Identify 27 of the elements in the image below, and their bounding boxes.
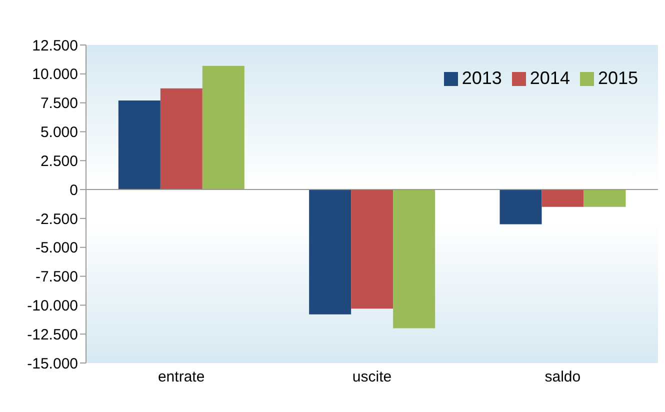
y-tick-label: 7.500 — [40, 95, 78, 112]
bar — [393, 190, 436, 328]
y-tick-label: 2.500 — [40, 152, 78, 170]
y-tick-label: -5.000 — [35, 240, 78, 257]
y-tick-label: -2.500 — [35, 210, 78, 228]
y-tick-label: -12.500 — [27, 326, 78, 344]
bar — [202, 66, 244, 190]
y-tick-label: 12.500 — [32, 37, 78, 54]
bar — [500, 190, 542, 224]
x-tick-label: saldo — [544, 368, 581, 386]
legend-label: 2014 — [530, 68, 570, 88]
y-tick-label: 0 — [70, 182, 78, 199]
x-tick-label: uscite — [352, 368, 392, 386]
bar — [160, 88, 202, 190]
y-tick-label: 10.000 — [32, 66, 78, 84]
legend-label: 2015 — [598, 68, 638, 88]
bar — [118, 100, 160, 190]
y-tick-label: -10.000 — [27, 298, 78, 315]
bar — [351, 190, 394, 309]
y-tick-label: 5.000 — [40, 124, 78, 142]
bar — [584, 190, 626, 207]
bar — [309, 190, 352, 314]
legend-label: 2013 — [462, 68, 502, 88]
y-tick-label: -15.000 — [27, 355, 78, 372]
y-tick-label: -7.500 — [35, 268, 78, 286]
x-tick-label: entrate — [158, 368, 205, 386]
bar — [542, 190, 584, 207]
